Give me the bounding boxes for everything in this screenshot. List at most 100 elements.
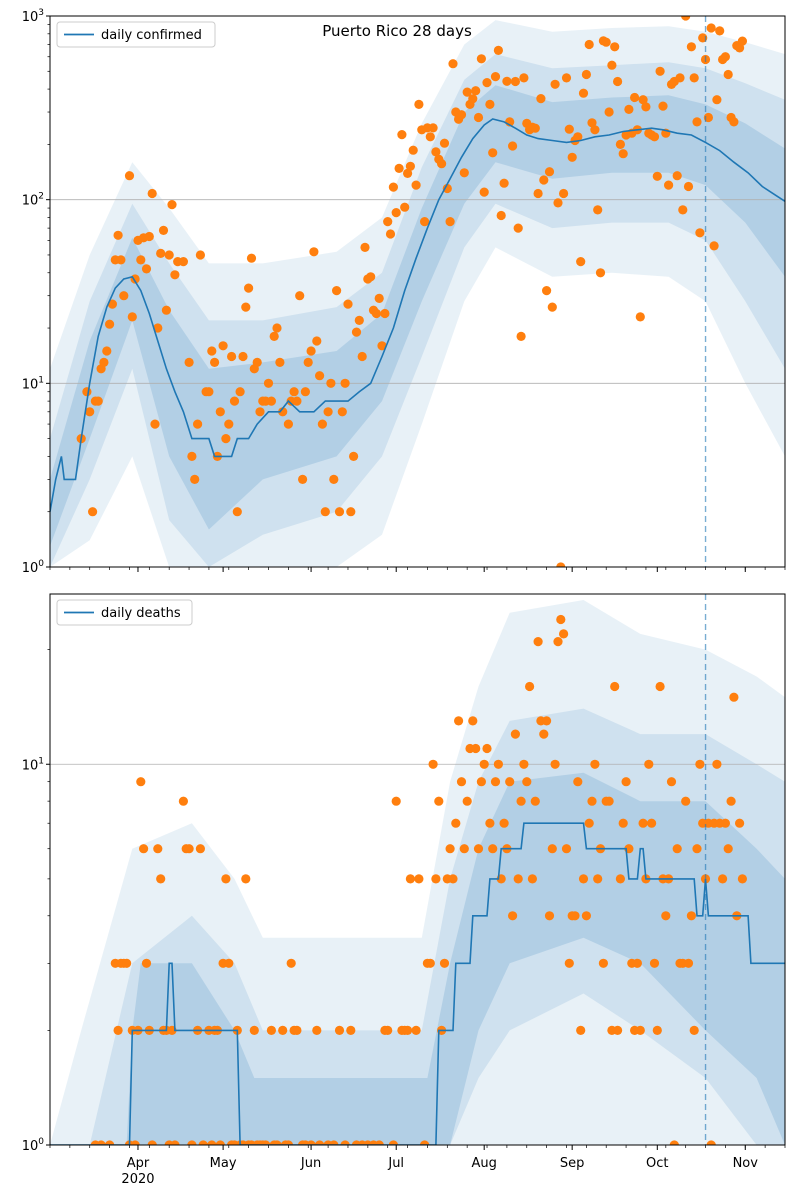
confirmed-observed-point: [408, 145, 418, 155]
confirmed-observed-point: [227, 351, 237, 362]
deaths-observed-point: [686, 911, 697, 921]
confirmed-observed-point: [530, 123, 540, 133]
confirmed-observed-point: [315, 371, 325, 381]
confirmed-observed-point: [204, 387, 214, 397]
confirmed-observed-point: [300, 387, 310, 397]
deaths-observed-point: [493, 759, 503, 769]
confirmed-observed-point: [578, 88, 589, 98]
deaths-observed-point: [510, 729, 520, 739]
confirmed-observed-point: [459, 168, 469, 178]
deaths-observed-point: [187, 1140, 197, 1145]
deaths-observed-point: [468, 716, 478, 726]
deaths-observed-point: [539, 729, 549, 739]
deaths-observed-point: [425, 958, 435, 968]
confirmed-observed-point: [105, 319, 115, 329]
deaths-band-outer: [50, 600, 785, 1145]
deaths-observed-point: [473, 844, 484, 854]
confirmed-observed-point: [269, 331, 279, 341]
confirmed-y-tick-label: 102: [22, 192, 44, 209]
confirmed-observed-point: [170, 270, 180, 280]
confirmed-observed-point: [672, 171, 682, 181]
deaths-observed-point: [420, 1140, 430, 1145]
confirmed-observed-point: [354, 315, 364, 325]
deaths-observed-point: [383, 1025, 393, 1035]
confirmed-observed-point: [391, 208, 401, 218]
deaths-observed-point: [666, 777, 677, 787]
deaths-observed-point: [638, 818, 648, 828]
deaths-observed-point: [153, 844, 163, 854]
confirmed-observed-point: [252, 357, 262, 367]
deaths-y-tick-label: 100: [22, 1137, 45, 1154]
deaths-observed-point: [695, 759, 705, 769]
confirmed-observed-point: [448, 59, 458, 69]
deaths-observed-point: [215, 1140, 225, 1145]
confirmed-observed-point: [292, 396, 302, 406]
confirmed-observed-point: [414, 99, 424, 109]
deaths-observed-point: [195, 844, 205, 854]
confirmed-observed-point: [462, 87, 472, 97]
deaths-observed-point: [672, 844, 682, 854]
deaths-observed-point: [530, 796, 540, 806]
deaths-observed-point: [553, 637, 563, 647]
confirmed-observed-point: [380, 308, 390, 319]
deaths-observed-point: [689, 1025, 699, 1035]
deaths-observed-point: [198, 1140, 208, 1145]
deaths-observed-point: [573, 777, 583, 787]
confirmed-observed-point: [255, 407, 265, 417]
confirmed-observed-point: [167, 200, 177, 210]
chart-title: Puerto Rico 28 days: [322, 22, 472, 40]
deaths-observed-point: [178, 796, 188, 806]
deaths-observed-point: [96, 1140, 106, 1145]
confirmed-observed-point: [400, 202, 410, 212]
confirmed-y-ticks: 100 101 102 103: [22, 8, 50, 576]
deaths-observed-point: [329, 1140, 339, 1145]
deaths-legend-box: [56, 599, 193, 626]
deaths-observed-point: [476, 777, 486, 787]
deaths-observed-point: [312, 1025, 322, 1035]
deaths-observed-point: [405, 874, 415, 884]
deaths-observed-point: [652, 1025, 662, 1035]
confirmed-observed-point: [471, 86, 481, 96]
deaths-observed-point: [451, 818, 461, 828]
deaths-observed-point: [525, 681, 535, 692]
deaths-uncertainty-bands: [50, 600, 785, 1145]
confirmed-observed-point: [618, 149, 628, 159]
confirmed-observed-point: [485, 99, 495, 109]
confirmed-observed-point: [405, 161, 415, 171]
confirmed-observed-point: [351, 327, 362, 337]
confirmed-observed-point: [590, 125, 600, 135]
confirmed-observed-point: [553, 198, 563, 208]
confirmed-observed-point: [332, 286, 342, 296]
confirmed-observed-point: [119, 291, 129, 301]
confirmed-observed-point: [482, 78, 492, 88]
confirmed-observed-point: [649, 132, 660, 142]
deaths-observed-point: [462, 796, 472, 806]
confirmed-legend: daily confirmed: [56, 21, 216, 48]
confirmed-observed-point: [715, 26, 725, 36]
deaths-observed-point: [564, 958, 574, 968]
deaths-observed-point: [570, 911, 580, 921]
confirmed-observed-point: [334, 507, 345, 517]
confirmed-observed-point: [604, 107, 614, 117]
x-tick-label: Sep: [560, 1156, 585, 1171]
confirmed-observed-point: [388, 182, 398, 192]
confirmed-observed-point: [102, 346, 112, 356]
confirmed-observed-point: [513, 223, 523, 233]
deaths-observed-point: [647, 818, 657, 828]
confirmed-observed-point: [493, 45, 503, 56]
confirmed-observed-point: [85, 407, 95, 417]
confirmed-observed-point: [127, 312, 137, 322]
deaths-observed-point: [434, 796, 444, 806]
deaths-observed-point: [507, 911, 518, 921]
deaths-observed-point: [286, 958, 296, 968]
deaths-observed-point: [374, 1140, 384, 1145]
deaths-observed-point: [130, 1140, 140, 1145]
deaths-observed-point: [448, 874, 458, 884]
confirmed-observed-point: [377, 341, 387, 351]
deaths-observed-point: [516, 796, 526, 806]
confirmed-observed-point: [431, 147, 441, 157]
confirmed-observed-point: [675, 73, 685, 83]
deaths-observed-point: [391, 796, 401, 806]
confirmed-y-tick-label: 100: [22, 559, 45, 576]
x-tick-label: Apr: [127, 1156, 150, 1171]
